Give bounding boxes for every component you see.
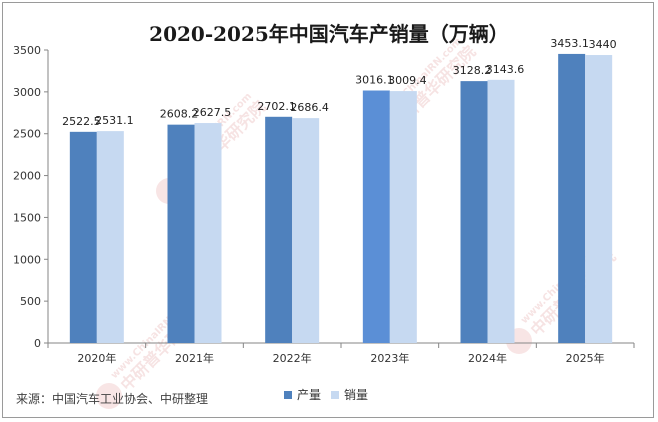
data-label-production: 2702.1 — [257, 100, 296, 113]
legend-item-sales: 销量 — [331, 386, 368, 403]
data-label-production: 3016.1 — [355, 74, 394, 87]
x-tick-label: 2022年 — [273, 351, 312, 365]
y-tick-label: 500 — [20, 295, 41, 308]
source-note: 来源：中国汽车工业协会、中研整理 — [16, 392, 209, 406]
bar-sales — [96, 131, 124, 343]
y-tick-label: 1500 — [13, 211, 41, 224]
x-tick-label: 2020年 — [77, 351, 116, 365]
y-tick-label: 0 — [34, 337, 41, 350]
x-tick-label: 2025年 — [566, 351, 605, 365]
bar-sales — [194, 123, 222, 343]
chart-axes: 0 500 1000 1500 2000 2500 3000 3500 2020年 2021年 20… — [13, 44, 635, 365]
legend-swatch-sales — [331, 390, 340, 399]
data-label-sales: 3143.6 — [486, 63, 525, 76]
bar-production — [265, 116, 293, 344]
bar-sales — [585, 55, 613, 343]
chart-legend: 产量 销量 — [284, 386, 378, 403]
y-tick-label: 2000 — [13, 170, 41, 183]
bar-production — [69, 131, 97, 343]
data-label-sales: 2531.1 — [95, 114, 134, 127]
data-label-sales: 3440 — [589, 38, 617, 51]
legend-swatch-production — [284, 390, 292, 399]
x-tick-label: 2021年 — [175, 351, 214, 365]
x-tick-label: 2023年 — [370, 351, 409, 365]
data-label-production: 3128.2 — [453, 64, 492, 77]
data-label-production: 2608.2 — [160, 108, 199, 121]
bar-sales — [292, 118, 320, 343]
data-label-sales: 2627.5 — [193, 106, 232, 119]
bar-production — [362, 90, 390, 344]
bar-production — [460, 81, 488, 343]
legend-label-sales: 销量 — [344, 388, 369, 402]
bar-production — [167, 124, 195, 343]
chart-bars — [69, 53, 613, 344]
y-tick-label: 1000 — [13, 253, 41, 266]
y-tick-label: 3000 — [13, 86, 41, 99]
data-label-production: 2522.5 — [62, 115, 101, 128]
data-label-production: 3453.1 — [550, 37, 589, 50]
bar-sales — [487, 79, 515, 344]
y-tick-label: 2500 — [13, 128, 41, 141]
bar-sales — [389, 91, 417, 344]
watermark-logo-icon — [95, 383, 122, 410]
chart-title: 2020-2025年中国汽车产销量（万辆） — [149, 22, 509, 46]
x-tick-label: 2024年 — [468, 351, 507, 365]
bar-production — [558, 53, 586, 343]
y-tick-label: 3500 — [13, 44, 41, 57]
data-label-sales: 2686.4 — [290, 101, 329, 114]
data-label-sales: 3009.4 — [388, 74, 427, 87]
legend-item-production: 产量 — [284, 386, 321, 403]
legend-label-production: 产量 — [297, 388, 322, 402]
